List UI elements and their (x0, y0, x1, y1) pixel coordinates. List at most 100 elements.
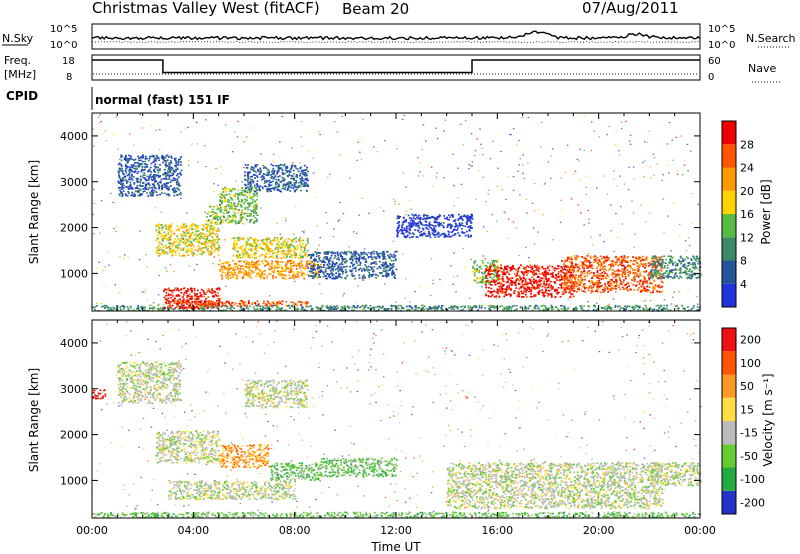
echo-cell (209, 302, 212, 305)
echo-cell (262, 270, 265, 273)
echo-cell (305, 184, 307, 186)
echo-cell (159, 307, 162, 309)
echo-cell (252, 169, 254, 171)
scatter-cell (453, 185, 455, 187)
echo-cell (173, 302, 176, 304)
echo-cell (564, 308, 566, 311)
echo-cell (176, 305, 178, 307)
echo-cell (418, 307, 421, 309)
echo-cell (397, 304, 400, 307)
echo-cell (272, 275, 275, 277)
scatter-cell (599, 234, 601, 236)
echo-cell (213, 248, 216, 251)
echo-cell (182, 293, 185, 295)
echo-cell (373, 262, 375, 265)
scatter-cell (355, 232, 358, 234)
scatter-cell (691, 193, 693, 195)
echo-cell (311, 270, 313, 273)
scatter-cell (291, 147, 293, 149)
echo-cell (160, 248, 163, 251)
echo-cell (158, 309, 161, 312)
echo-cell (310, 262, 313, 265)
echo-cell (478, 306, 481, 309)
echo-cell (234, 272, 236, 275)
echo-cell (249, 202, 252, 204)
echo-cell (124, 169, 127, 171)
echo-cell (277, 261, 280, 264)
echo-cell (287, 181, 290, 184)
scatter-cell (421, 148, 423, 151)
echo-cell (384, 261, 387, 263)
echo-cell (129, 307, 132, 309)
scatter-cell (210, 306, 213, 308)
echo-cell (282, 185, 284, 187)
echo-cell (250, 190, 252, 192)
scatter-cell (179, 131, 182, 133)
echo-cell (247, 307, 250, 310)
echo-cell (188, 301, 191, 304)
echo-cell (294, 303, 297, 305)
scatter-cell (435, 127, 437, 129)
echo-cell (191, 244, 194, 246)
echo-cell (364, 306, 366, 308)
echo-cell (165, 289, 168, 291)
echo-cell (303, 277, 306, 280)
echo-cell (182, 308, 185, 311)
echo-cell (198, 304, 201, 306)
echo-cell (292, 245, 295, 248)
echo-cell (371, 268, 373, 270)
echo-cell (264, 265, 266, 267)
echo-cell (237, 267, 239, 270)
scatter-cell (410, 208, 412, 210)
echo-cell (247, 202, 249, 204)
echo-cell (406, 305, 408, 308)
echo-cell (388, 308, 390, 310)
echo-cell (210, 252, 213, 254)
echo-cell (172, 294, 174, 297)
scatter-cell (238, 232, 241, 234)
scatter-cell (489, 158, 492, 160)
echo-cell (258, 260, 260, 263)
echo-cell (171, 249, 174, 252)
echo-cell (131, 170, 134, 173)
echo-cell (169, 251, 171, 253)
echo-cell (214, 233, 216, 236)
echo-cell (257, 169, 260, 172)
echo-cell (352, 305, 355, 307)
echo-cell (261, 240, 263, 242)
echo-cell (326, 305, 328, 307)
echo-cell (182, 298, 185, 301)
echo-cell (102, 305, 105, 307)
echo-cell (202, 243, 205, 245)
echo-cell (697, 309, 700, 311)
echo-cell (256, 300, 259, 302)
scatter-cell (646, 284, 649, 286)
echo-cell (296, 305, 298, 307)
echo-cell (269, 188, 272, 190)
scatter-cell (512, 221, 515, 223)
echo-cell (190, 223, 193, 226)
echo-cell (164, 237, 167, 240)
echo-cell (418, 231, 421, 234)
echo-cell (166, 165, 168, 167)
echo-cell (110, 308, 112, 311)
echo-cell (227, 204, 229, 206)
echo-cell (253, 241, 256, 244)
scatter-cell (180, 197, 182, 199)
scatter-cell (672, 159, 674, 161)
echo-cell (134, 167, 137, 170)
echo-cell (209, 225, 212, 227)
echo-cell (243, 217, 246, 219)
echo-cell (273, 304, 276, 307)
scatter-cell (96, 267, 98, 269)
echo-cell (183, 247, 185, 249)
echo-cell (256, 214, 259, 216)
echo-cell (300, 249, 303, 252)
scatter-cell (491, 214, 493, 216)
echo-cell (125, 167, 128, 169)
echo-cell (214, 246, 216, 249)
scatter-cell (424, 231, 426, 233)
echo-cell (161, 188, 163, 191)
echo-cell (239, 267, 242, 270)
echo-cell (241, 187, 243, 189)
